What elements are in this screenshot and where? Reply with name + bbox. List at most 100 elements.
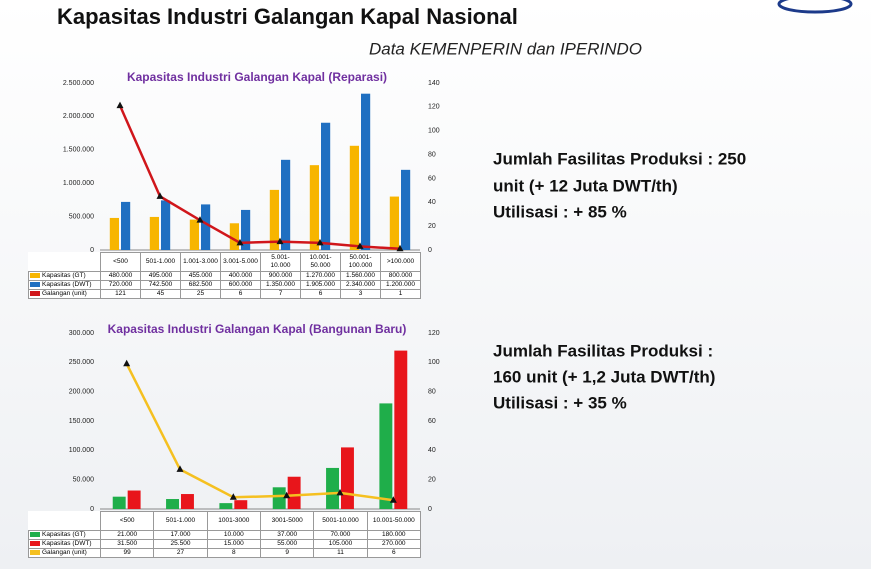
data-label: 2.340.000 xyxy=(340,280,381,290)
bar xyxy=(287,476,301,509)
legend-entry: Kapasitas (GT) xyxy=(28,271,101,281)
legend-label: Galangan (unit) xyxy=(42,549,87,557)
data-label: 37.000 xyxy=(259,530,315,540)
data-label: 180.000 xyxy=(366,530,421,540)
data-label: 1.270.000 xyxy=(300,271,341,281)
marker xyxy=(196,216,204,223)
data-label: 45 xyxy=(140,289,181,299)
bar xyxy=(166,499,179,509)
bar xyxy=(379,403,393,509)
bar xyxy=(219,503,233,509)
x-tick-label: 1001-3000 xyxy=(206,511,261,531)
y2-tick-label: 120 xyxy=(428,104,440,111)
logo xyxy=(777,0,853,14)
line xyxy=(118,105,401,251)
data-label: 1.350.000 xyxy=(260,280,301,290)
legend-label: Kapasitas (GT) xyxy=(42,531,86,539)
legend-swatch xyxy=(30,272,40,278)
bar xyxy=(109,217,119,250)
x-tick-label: 10.001-50.000 xyxy=(300,252,341,272)
subtitle: Data KEMENPERIN dan IPERINDO xyxy=(369,39,642,58)
x-tick-label: 5001-10.000 xyxy=(313,511,368,531)
chart-title: Kapasitas Industri Galangan Kapal (Repar… xyxy=(127,70,387,84)
data-label: 682.500 xyxy=(180,280,221,290)
y2-tick-label: 100 xyxy=(428,128,440,135)
data-label: 9 xyxy=(259,548,315,558)
marker xyxy=(176,465,184,472)
x-tick-label: <500 xyxy=(99,511,155,531)
bar xyxy=(112,496,126,509)
data-label: 480.000 xyxy=(100,271,141,281)
bar xyxy=(349,145,359,250)
legend-swatch xyxy=(30,290,40,296)
y2-tick-label: 140 xyxy=(428,80,440,87)
header-row: <500 501-1.000 1001-3000 3001-5000 5001-10.0… xyxy=(29,511,421,531)
y2-tick-label: 0 xyxy=(428,247,432,254)
bar xyxy=(389,196,399,250)
data-label: 10.000 xyxy=(206,530,261,540)
marker xyxy=(283,491,291,499)
note: unit (+ 12 Juta DWT/th) xyxy=(493,176,678,195)
y-tick-label: 250.000 xyxy=(69,359,94,366)
series-row: Galangan (unit) 99 27 8 9 11 6 xyxy=(28,548,421,558)
y-tick-label: 150.000 xyxy=(69,418,94,425)
bar xyxy=(121,201,131,250)
data-label: 7 xyxy=(260,289,301,299)
y2-tick-label: 80 xyxy=(428,389,436,396)
data-label: 900.000 xyxy=(260,271,301,281)
y-tick-label: 2.500.000 xyxy=(63,80,94,87)
data-label: 55.000 xyxy=(259,539,315,549)
data-label: 6 xyxy=(300,289,341,299)
bar xyxy=(326,467,339,509)
bar xyxy=(309,165,319,250)
data-label: 1.905.000 xyxy=(300,280,341,290)
marker xyxy=(276,237,284,245)
y2-tick-label: 80 xyxy=(428,151,436,158)
y2-tick-label: 20 xyxy=(428,477,436,484)
legend-label: Galangan (unit) xyxy=(42,290,87,298)
y-tick-label: 1.500.000 xyxy=(63,147,94,154)
data-label: 17.000 xyxy=(153,530,208,540)
marker xyxy=(116,101,124,109)
data-label: 600.000 xyxy=(220,280,261,290)
y2-tick-label: 100 xyxy=(428,359,440,366)
legend-entry: Galangan (unit) xyxy=(28,289,101,299)
data-label: 31.500 xyxy=(99,539,155,549)
x-tick-label: 501-1.000 xyxy=(140,252,181,272)
y2-tick-label: 20 xyxy=(428,223,436,230)
bar xyxy=(127,490,141,509)
data-label: 99 xyxy=(99,548,155,558)
data-label: 3 xyxy=(340,289,381,299)
data-label: 400.000 xyxy=(220,271,261,281)
chart-title: Kapasitas Industri Galangan Kapal (Bangu… xyxy=(108,322,407,336)
data-label: 70.000 xyxy=(313,530,368,540)
x-tick-label: 5.001-10.000 xyxy=(260,252,301,272)
y2-tick-label: 0 xyxy=(428,506,432,513)
x-tick-label: 50.001-100.000 xyxy=(340,252,381,272)
data-label: 27 xyxy=(153,548,208,558)
slide-title: Kapasitas Industri Galangan Kapal Nasion… xyxy=(57,4,518,29)
legend-entry: Kapasitas (GT) xyxy=(28,530,101,540)
bar xyxy=(149,216,159,250)
header-row: <500 501-1.000 1.001-3.000 3.001-5.000 5.001… xyxy=(29,252,421,272)
data-label: 1.200.000 xyxy=(380,280,421,290)
y-tick-label: 0 xyxy=(90,247,94,254)
y-tick-label: 2.000.000 xyxy=(63,113,94,120)
series-row: Kapasitas (GT) 480.000 495.000 455.000 400.0… xyxy=(28,271,421,281)
y-tick-label: 0 xyxy=(90,506,94,513)
y2-tick-label: 60 xyxy=(428,175,436,182)
data-label: 25 xyxy=(180,289,221,299)
legend-label: Kapasitas (GT) xyxy=(42,272,86,280)
note: Utilisasi : + 35 % xyxy=(493,393,627,412)
bar xyxy=(189,219,199,250)
data-table: <500 501-1.000 1.001-3.000 3.001-5.000 5.001… xyxy=(28,252,421,299)
x-tick-label: 3.001-5.000 xyxy=(220,252,261,272)
series-row: Kapasitas (DWT) 31.500 25.500 15.000 55.000 1… xyxy=(28,539,421,549)
series-row: Galangan (unit) 121 45 25 6 7 6 3 1 xyxy=(28,289,421,299)
data-label: 742.500 xyxy=(140,280,181,290)
y2-tick-label: 40 xyxy=(428,199,436,206)
y2-tick-label: 40 xyxy=(428,447,436,454)
note: 160 unit (+ 1,2 Juta DWT/th) xyxy=(493,367,715,386)
x-tick-label: <500 xyxy=(100,252,141,272)
marker xyxy=(389,496,397,503)
